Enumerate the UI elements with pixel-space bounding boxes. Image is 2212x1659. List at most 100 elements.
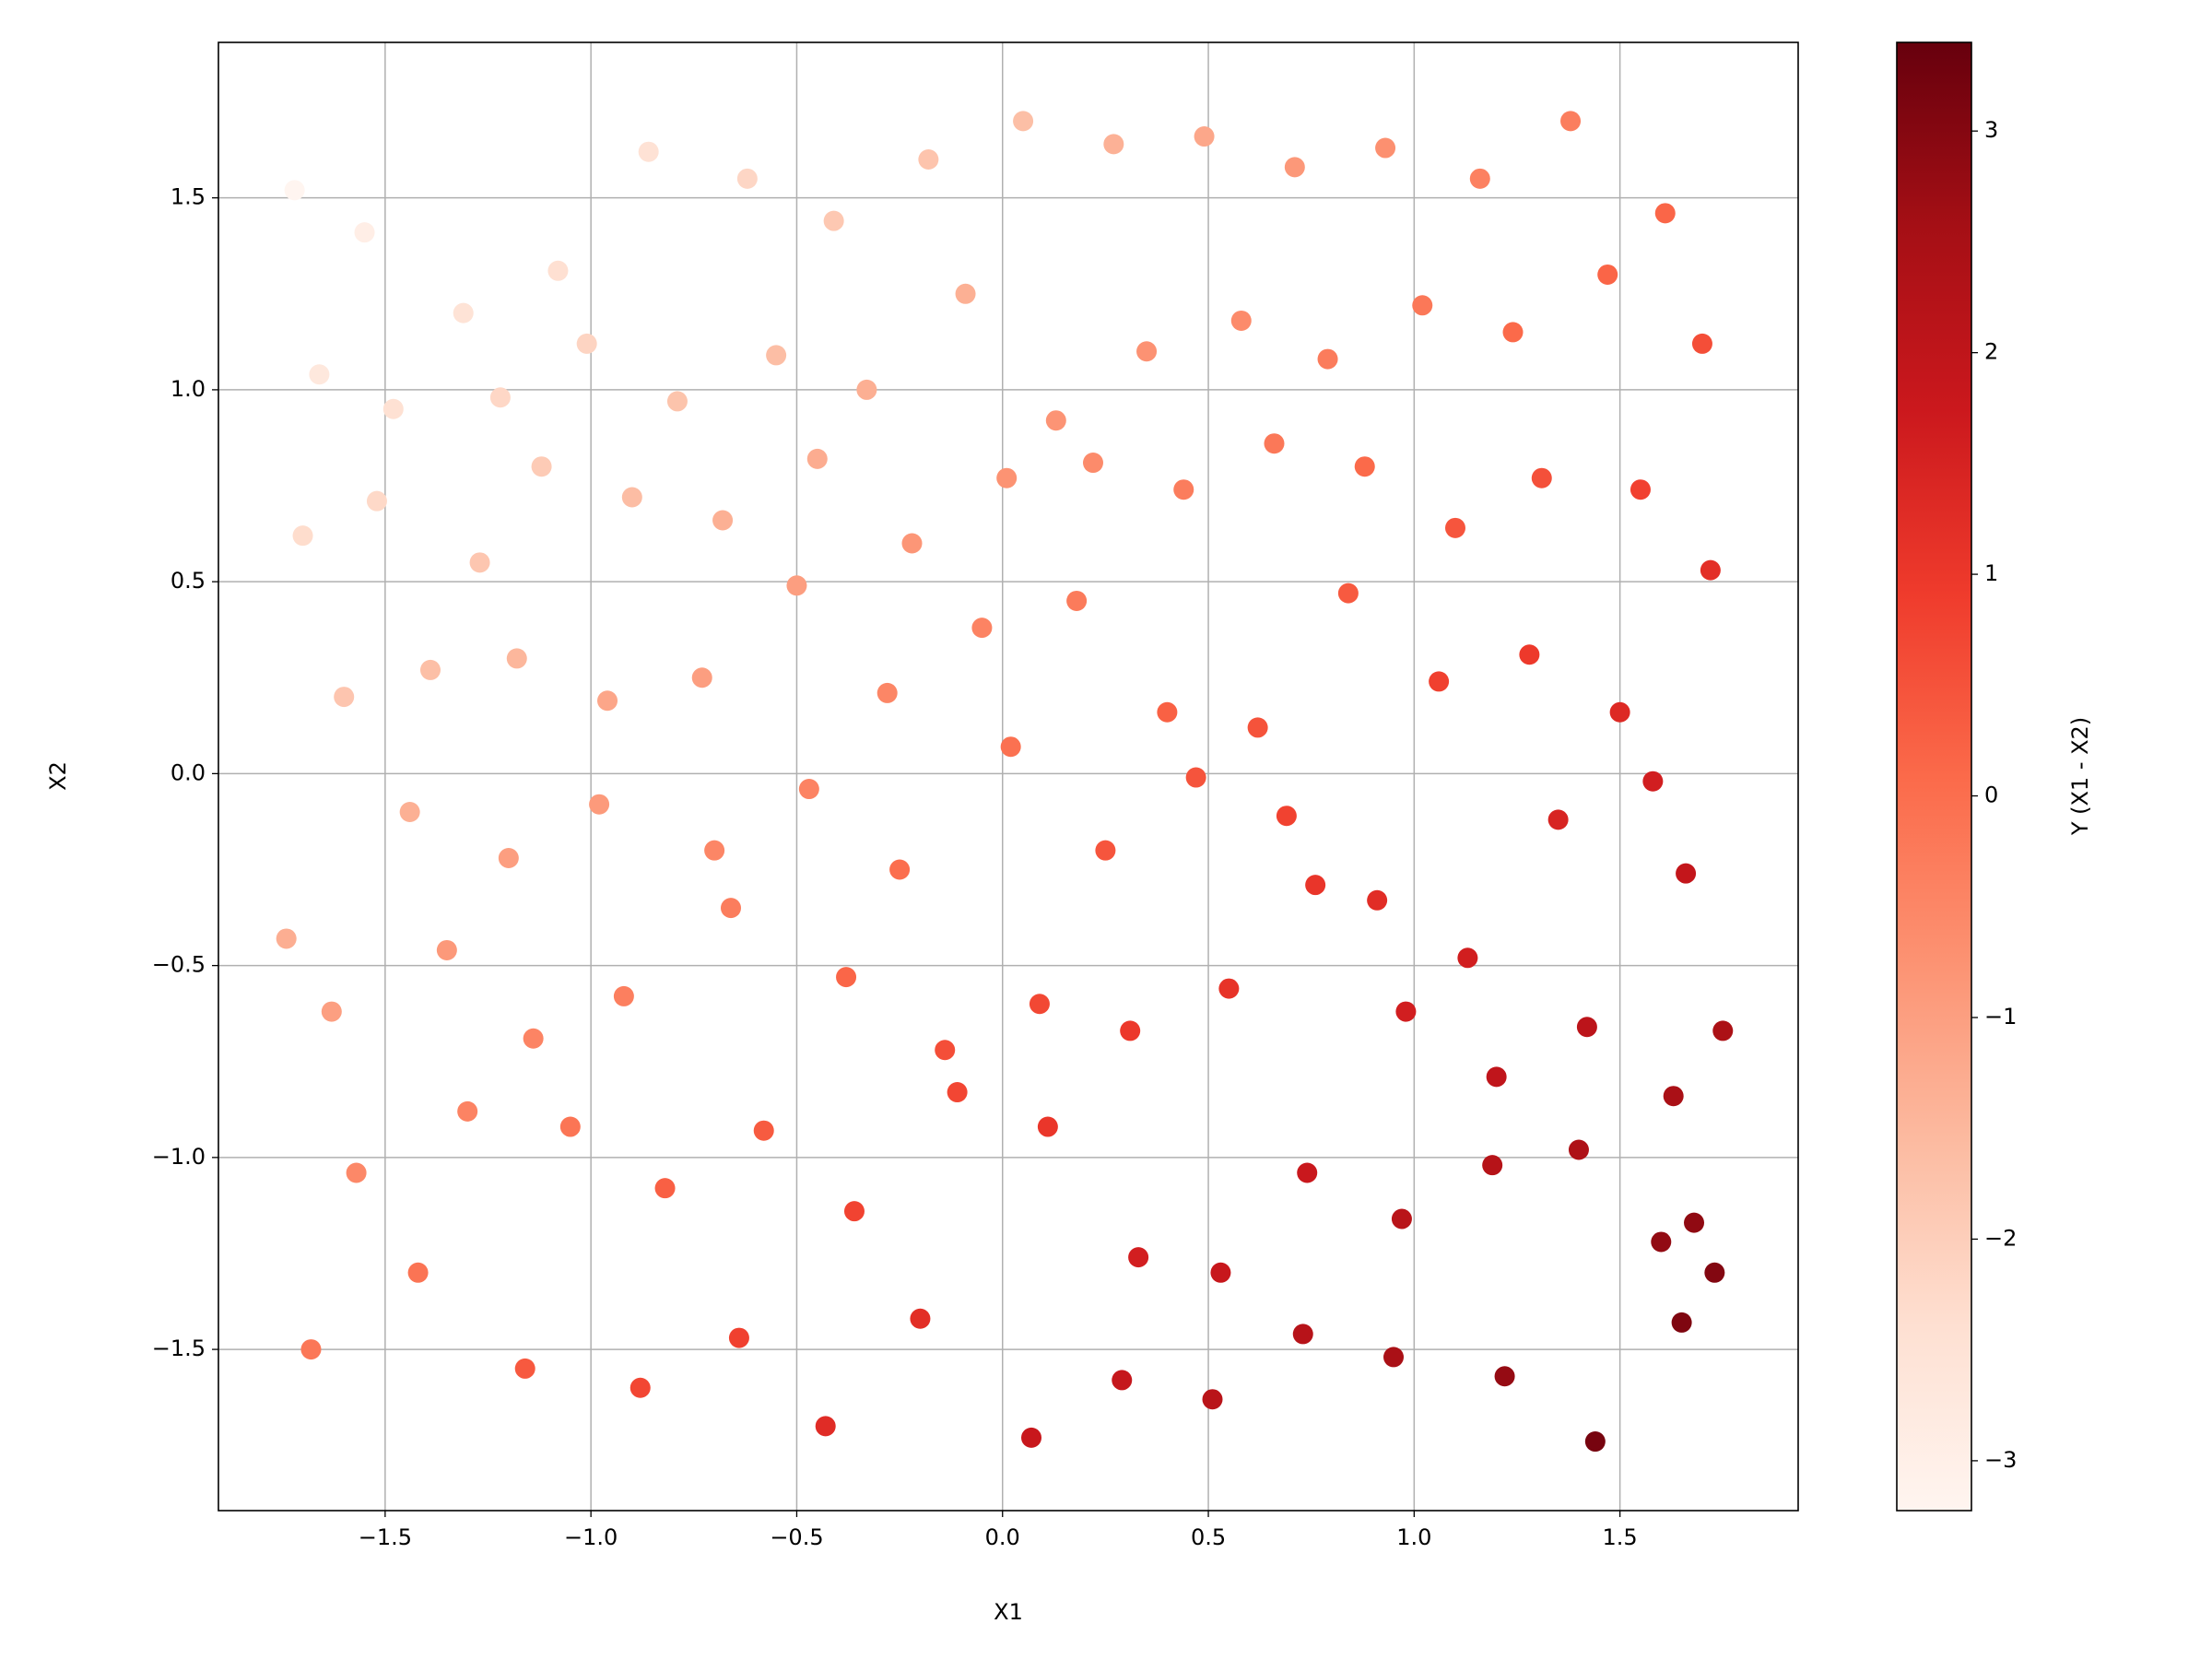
- colorbar-label: Y (X1 - X2): [2067, 717, 2093, 836]
- point: [621, 487, 642, 508]
- point: [806, 448, 828, 469]
- point: [1457, 947, 1478, 969]
- point: [1082, 453, 1103, 474]
- point: [366, 490, 387, 512]
- point: [589, 794, 610, 815]
- point: [1095, 840, 1116, 861]
- y-tick-label: −0.5: [152, 952, 206, 978]
- point: [1482, 1155, 1503, 1176]
- point: [498, 848, 519, 868]
- point: [547, 260, 569, 281]
- point: [1375, 137, 1396, 159]
- x-tick-label: 1.0: [1396, 1524, 1431, 1550]
- point: [1292, 1324, 1313, 1345]
- point: [856, 379, 877, 400]
- y-tick-label: 0.0: [171, 759, 206, 785]
- point: [1642, 771, 1664, 792]
- point: [1157, 701, 1178, 723]
- point: [1136, 341, 1158, 362]
- point: [1502, 322, 1524, 343]
- point: [704, 840, 725, 861]
- point: [489, 387, 511, 408]
- point: [576, 333, 597, 354]
- point: [947, 1082, 968, 1103]
- colorbar-tick-label: −3: [1984, 1447, 2017, 1473]
- x-tick-label: −1.0: [564, 1524, 618, 1550]
- colorbar-tick-label: 2: [1984, 339, 1998, 365]
- y-axis-label: X2: [45, 761, 71, 791]
- point: [1354, 456, 1375, 477]
- point: [523, 1028, 544, 1049]
- point: [1671, 1312, 1692, 1333]
- point: [1547, 809, 1569, 830]
- point: [1676, 863, 1697, 884]
- y-tick-label: 1.5: [171, 184, 206, 210]
- point: [334, 687, 355, 708]
- point: [1691, 333, 1712, 354]
- point: [1103, 134, 1124, 155]
- point: [1568, 1139, 1589, 1160]
- point: [292, 525, 313, 547]
- point: [1276, 806, 1297, 827]
- point: [1202, 1389, 1223, 1410]
- point: [284, 180, 305, 201]
- point: [736, 168, 758, 189]
- point: [901, 533, 923, 554]
- x-tick-label: 1.5: [1603, 1524, 1638, 1550]
- point: [1712, 1020, 1734, 1041]
- point: [399, 802, 420, 823]
- point: [1654, 203, 1676, 224]
- point: [1112, 1370, 1133, 1391]
- point: [559, 1116, 581, 1137]
- point: [1700, 559, 1721, 581]
- point: [1597, 264, 1618, 285]
- point: [469, 552, 490, 573]
- point: [309, 364, 330, 385]
- point: [1128, 1247, 1149, 1268]
- point: [1469, 168, 1490, 189]
- points: [276, 111, 1734, 1453]
- point: [453, 302, 474, 324]
- point: [531, 456, 552, 477]
- point: [629, 1377, 651, 1398]
- point: [514, 1358, 535, 1379]
- point: [786, 575, 807, 596]
- point: [1663, 1086, 1684, 1107]
- point: [1247, 717, 1268, 738]
- point: [910, 1308, 931, 1329]
- point: [1584, 1431, 1606, 1453]
- point: [1486, 1066, 1507, 1088]
- colorbar-tick-label: −1: [1984, 1004, 2017, 1030]
- axes: −1.5 −1.0 −0.5 0.0 0.5 1.0 1.5 −1.5 −1.0 −0.5 0.0 0…: [152, 117, 2018, 1550]
- y-tick-label: 0.5: [171, 568, 206, 594]
- point: [728, 1327, 749, 1348]
- point: [419, 659, 441, 680]
- point: [613, 985, 634, 1006]
- x-tick-label: −1.5: [359, 1524, 412, 1550]
- point: [1576, 1017, 1597, 1038]
- x-axis-label: X1: [994, 1599, 1023, 1625]
- x-tick-label: 0.0: [985, 1524, 1020, 1550]
- point: [889, 859, 911, 880]
- point: [766, 345, 787, 366]
- point: [1013, 111, 1034, 132]
- point: [407, 1262, 429, 1283]
- point: [638, 141, 659, 162]
- point: [843, 1201, 865, 1222]
- point: [1045, 410, 1066, 431]
- point: [1029, 994, 1050, 1015]
- point: [300, 1339, 322, 1360]
- point: [506, 648, 527, 669]
- point: [1412, 295, 1433, 316]
- point: [1210, 1262, 1231, 1283]
- plot-area: [218, 42, 1798, 1511]
- point: [1367, 889, 1388, 911]
- point: [1297, 1162, 1318, 1183]
- point: [1066, 590, 1088, 611]
- point: [935, 1040, 956, 1061]
- point: [1337, 582, 1359, 604]
- point: [1305, 875, 1326, 896]
- point: [654, 1178, 676, 1199]
- point: [597, 690, 618, 712]
- point: [1317, 348, 1338, 370]
